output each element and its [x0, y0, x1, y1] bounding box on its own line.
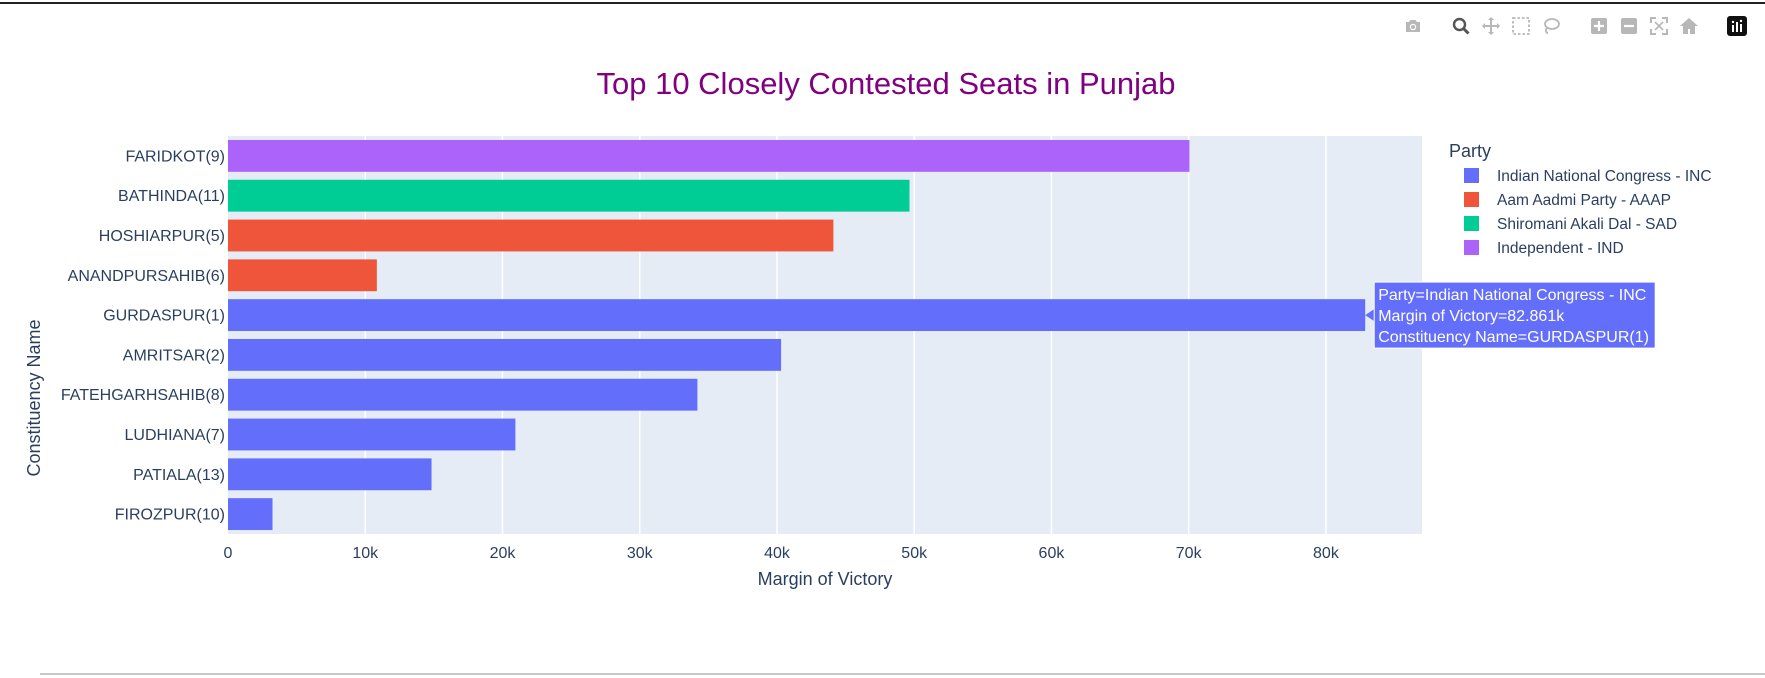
- x-tick-label: 40k: [764, 545, 791, 562]
- box-select-icon[interactable]: [1509, 14, 1533, 38]
- y-tick-label: FARIDKOT(9): [125, 148, 225, 165]
- modebar: [1401, 14, 1749, 38]
- bar[interactable]: [228, 259, 377, 292]
- zoom-icon[interactable]: [1449, 14, 1473, 38]
- top-border: [0, 0, 1765, 4]
- lasso-select-icon[interactable]: [1539, 14, 1563, 38]
- y-tick-labels: FARIDKOT(9) BATHINDA(11) HOSHIARPUR(5) ANAN…: [61, 148, 225, 523]
- bar[interactable]: [228, 219, 834, 252]
- pan-icon[interactable]: [1479, 14, 1503, 38]
- x-tick-labels: 0 10k 20k 30k 40k 50k 60k 70k 80k: [224, 545, 1340, 562]
- bottom-divider: [40, 673, 1765, 675]
- bar[interactable]: [228, 378, 698, 411]
- y-tick-label: PATIALA(13): [133, 467, 225, 484]
- chart-title: Top 10 Closely Contested Seats in Punjab: [596, 66, 1175, 101]
- bar[interactable]: [228, 458, 432, 491]
- zoom-in-icon[interactable]: [1587, 14, 1611, 38]
- y-tick-label: LUDHIANA(7): [125, 427, 225, 444]
- legend-swatch[interactable]: [1464, 240, 1479, 255]
- x-tick-label: 60k: [1039, 545, 1066, 562]
- bar[interactable]: [228, 498, 273, 531]
- y-tick-label: GURDASPUR(1): [103, 308, 225, 325]
- y-tick-label: BATHINDA(11): [118, 188, 225, 205]
- bars: [228, 139, 1366, 531]
- bar[interactable]: [228, 299, 1366, 332]
- x-tick-label: 70k: [1176, 545, 1203, 562]
- x-axis-title: Margin of Victory: [758, 569, 893, 589]
- bar[interactable]: [228, 139, 1190, 172]
- legend-item[interactable]: Aam Aadmi Party - AAAP: [1497, 192, 1671, 209]
- bar[interactable]: [228, 338, 782, 371]
- tooltip-pointer: [1365, 309, 1375, 322]
- plotly-logo-icon[interactable]: [1725, 14, 1749, 38]
- tooltip-line: Party=Indian National Congress - INC: [1378, 287, 1646, 304]
- x-tick-label: 10k: [352, 545, 379, 562]
- tooltip-line: Margin of Victory=82.861k: [1378, 308, 1565, 325]
- y-axis-title: Constituency Name: [24, 319, 44, 476]
- legend-swatch[interactable]: [1464, 192, 1479, 207]
- tooltip-box: [1373, 281, 1656, 349]
- y-tick-label: AMRITSAR(2): [123, 347, 225, 364]
- x-tick-label: 80k: [1313, 545, 1340, 562]
- camera-icon[interactable]: [1401, 14, 1425, 38]
- x-tick-label: 50k: [901, 545, 928, 562]
- x-tick-label: 20k: [490, 545, 517, 562]
- y-tick-label: HOSHIARPUR(5): [99, 228, 225, 245]
- legend: Party Indian National Congress - INC Aam …: [1449, 141, 1712, 257]
- tooltip-line: Constituency Name=GURDASPUR(1): [1378, 329, 1649, 346]
- reset-axes-icon[interactable]: [1677, 14, 1701, 38]
- y-tick-label: FATEHGARHSAHIB(8): [61, 387, 225, 404]
- zoom-out-icon[interactable]: [1617, 14, 1641, 38]
- bar[interactable]: [228, 179, 910, 212]
- y-tick-label: ANANDPURSAHIB(6): [68, 268, 225, 285]
- x-tick-label: 30k: [627, 545, 654, 562]
- legend-title: Party: [1449, 141, 1491, 161]
- legend-item[interactable]: Indian National Congress - INC: [1497, 168, 1712, 185]
- autoscale-icon[interactable]: [1647, 14, 1671, 38]
- legend-swatch[interactable]: [1464, 216, 1479, 231]
- bar[interactable]: [228, 418, 516, 451]
- legend-item[interactable]: Independent - IND: [1497, 240, 1624, 257]
- legend-item[interactable]: Shiromani Akali Dal - SAD: [1497, 216, 1677, 233]
- x-tick-label: 0: [224, 545, 233, 562]
- hover-tooltip: Party=Indian National Congress - INC Marg…: [1365, 281, 1656, 349]
- y-tick-label: FIROZPUR(10): [115, 507, 225, 524]
- legend-swatch[interactable]: [1464, 168, 1479, 183]
